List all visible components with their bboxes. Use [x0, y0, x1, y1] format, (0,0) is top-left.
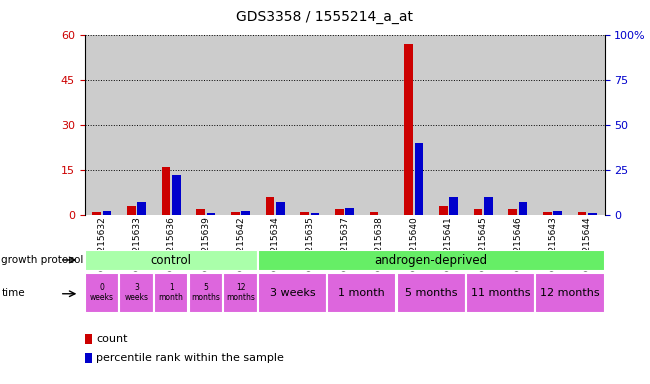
Bar	[543, 212, 552, 215]
Bar	[231, 212, 240, 215]
Bar	[258, 35, 292, 215]
Bar	[553, 212, 562, 215]
Bar	[578, 212, 586, 215]
Bar	[241, 212, 250, 215]
Bar	[500, 35, 535, 215]
Bar	[362, 35, 396, 215]
Text: 1 month: 1 month	[339, 288, 385, 298]
Bar	[119, 35, 154, 215]
Text: growth protocol: growth protocol	[1, 255, 84, 265]
Bar	[84, 273, 119, 313]
Bar	[449, 197, 458, 215]
Bar	[266, 197, 274, 215]
Bar	[588, 213, 597, 215]
Text: count: count	[96, 334, 127, 344]
Bar	[162, 167, 170, 215]
Bar	[519, 202, 527, 215]
Bar	[119, 273, 154, 313]
Bar	[396, 35, 431, 215]
Bar	[300, 212, 309, 215]
Bar	[84, 35, 119, 215]
Bar	[258, 250, 604, 271]
Bar	[327, 273, 396, 313]
Bar	[335, 209, 344, 215]
Text: 3 weeks: 3 weeks	[270, 288, 315, 298]
Bar	[535, 35, 570, 215]
Bar	[84, 250, 258, 271]
Bar	[154, 273, 188, 313]
Text: 12
months: 12 months	[226, 283, 255, 303]
Bar	[207, 213, 215, 215]
Bar	[258, 273, 327, 313]
Bar	[404, 44, 413, 215]
Text: 3
weeks: 3 weeks	[125, 283, 148, 303]
Bar	[292, 35, 327, 215]
Bar	[466, 273, 535, 313]
Bar	[370, 212, 378, 215]
Bar	[311, 213, 319, 215]
Bar	[474, 209, 482, 215]
Text: percentile rank within the sample: percentile rank within the sample	[96, 353, 284, 363]
Bar	[276, 202, 285, 215]
Bar	[466, 35, 500, 215]
Bar	[484, 197, 493, 215]
Bar	[223, 273, 258, 313]
Text: 0
weeks: 0 weeks	[90, 283, 114, 303]
Text: control: control	[151, 254, 192, 266]
Bar	[127, 206, 136, 215]
Bar	[103, 212, 111, 215]
Text: time: time	[1, 288, 25, 298]
Bar	[327, 35, 362, 215]
Text: GDS3358 / 1555214_a_at: GDS3358 / 1555214_a_at	[237, 10, 413, 23]
Bar	[439, 206, 448, 215]
Bar	[92, 212, 101, 215]
Bar	[535, 273, 604, 313]
Bar	[508, 209, 517, 215]
Text: 5 months: 5 months	[405, 288, 458, 298]
Bar	[172, 175, 181, 215]
Bar	[415, 143, 423, 215]
Text: androgen-deprived: androgen-deprived	[374, 254, 488, 266]
Bar	[188, 273, 223, 313]
Bar	[223, 35, 258, 215]
Bar	[196, 209, 205, 215]
Bar	[431, 35, 466, 215]
Bar	[137, 202, 146, 215]
Bar	[570, 35, 604, 215]
Text: 1
month: 1 month	[159, 283, 183, 303]
Bar	[188, 35, 223, 215]
Text: 12 months: 12 months	[540, 288, 600, 298]
Text: 5
months: 5 months	[191, 283, 220, 303]
Bar	[154, 35, 188, 215]
Bar	[345, 208, 354, 215]
Text: 11 months: 11 months	[471, 288, 530, 298]
Bar	[396, 273, 466, 313]
